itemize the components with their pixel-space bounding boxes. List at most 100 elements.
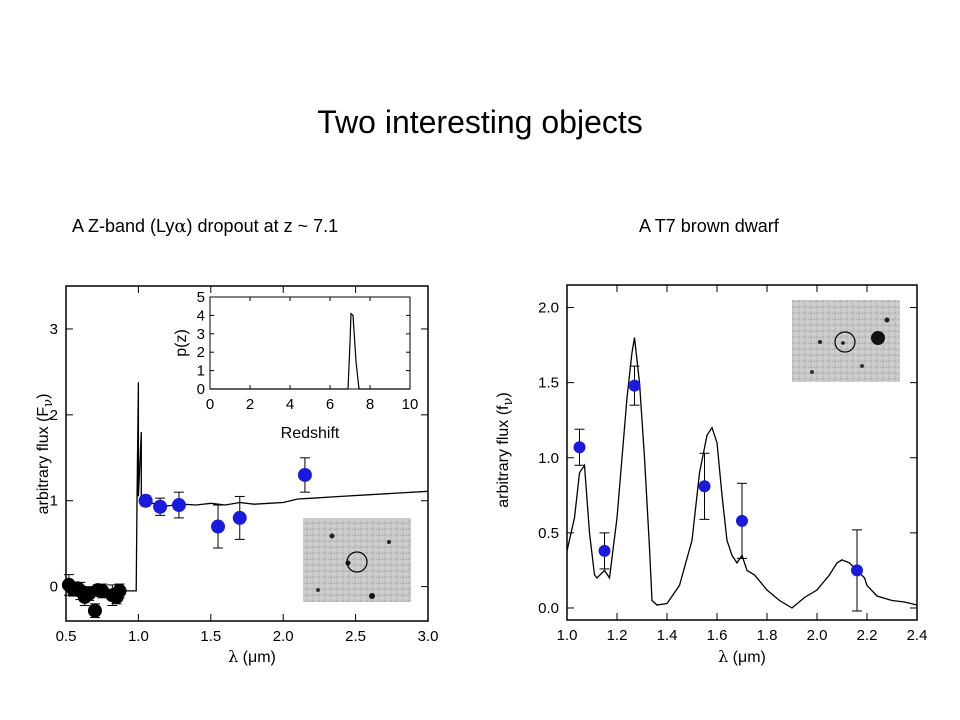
- inset-y-tick-label: 4: [197, 307, 205, 324]
- data-point: [698, 480, 711, 493]
- data-point: [211, 519, 226, 534]
- left-x-tick-label: 2.5: [345, 628, 366, 645]
- data-point: [171, 498, 186, 513]
- sky-star: [369, 593, 375, 599]
- right-x-tick-label: 1.2: [607, 627, 628, 644]
- data-point: [628, 379, 641, 392]
- sky-target-source: [841, 341, 845, 345]
- inset-y-tick-label: 5: [197, 289, 205, 306]
- left-ylabel-suffix: ): [35, 394, 52, 399]
- inset-x-tick-label: 0: [206, 396, 214, 413]
- inset-x-tick-label: 8: [366, 396, 374, 413]
- left-inset-sky-image: [303, 518, 411, 602]
- left-x-axis-label: λ (μm): [228, 647, 276, 666]
- left-xlabel-greek: λ: [228, 647, 238, 666]
- sky-star: [329, 533, 335, 539]
- sky-star: [387, 540, 391, 544]
- left-x-tick-label: 2.0: [273, 628, 294, 645]
- right-x-tick-label: 2.4: [907, 627, 928, 644]
- data-point: [297, 467, 312, 482]
- inset-x-axis-label: Redshift: [281, 425, 340, 442]
- left-caption-prefix: A Z-band (Ly: [72, 216, 175, 236]
- right-y-axis-label: arbitrary flux (fν): [495, 392, 516, 507]
- right-inset-sky-image: [792, 300, 900, 382]
- data-point: [153, 499, 168, 514]
- right-ylabel-sub: ν: [501, 397, 516, 405]
- right-y-tick-label: 1.0: [538, 450, 559, 467]
- data-point: [87, 603, 102, 618]
- data-point: [851, 564, 863, 577]
- right-data-points: [573, 365, 863, 612]
- sky-bright-star: [871, 331, 885, 345]
- right-chart-caption: A T7 brown dwarf: [639, 216, 779, 236]
- right-x-tick-label: 1.8: [757, 627, 778, 644]
- left-y-tick-label: 0: [50, 579, 58, 596]
- slide-title: Two interesting objects: [317, 104, 643, 140]
- left-data-points: [61, 457, 312, 619]
- left-x-tick-label: 3.0: [418, 628, 439, 645]
- sky-star: [818, 340, 822, 344]
- data-point: [232, 510, 247, 525]
- right-chart: 1.0 1.2 1.4 1.6 1.8 2.0 2.2 2.40.00.51.01.52.0 …: [495, 284, 927, 666]
- right-y-tick-label: 0.5: [538, 525, 559, 542]
- left-caption-greek: α: [174, 216, 187, 237]
- sky-star: [860, 364, 864, 368]
- right-y-tick-label: 2.0: [538, 300, 559, 317]
- inset-x-tick-label: 4: [286, 396, 294, 413]
- data-point: [112, 583, 127, 598]
- sky-image-background: [303, 518, 411, 602]
- right-y-tick-label: 1.5: [538, 375, 559, 392]
- right-model-spectrum-line: [566, 337, 918, 609]
- left-model-sed-line: [66, 382, 429, 592]
- target-circle-marker: [346, 551, 368, 573]
- right-x-axis-label: λ (μm): [718, 647, 766, 666]
- right-ylabel-prefix: arbitrary flux (f: [495, 405, 512, 508]
- target-circle-marker: [834, 331, 856, 353]
- right-xlabel-greek: λ: [718, 647, 728, 666]
- left-chart-caption: A Z-band (Lyα) dropout at z ~ 7.1: [72, 216, 338, 237]
- left-y-tick-label: 3: [50, 321, 58, 338]
- inset-x-tick-label: 10: [402, 396, 419, 413]
- right-xlabel-text: (μm): [728, 649, 766, 666]
- right-ylabel-suffix: ): [495, 392, 512, 397]
- left-ylabel-sub: ν: [41, 399, 56, 407]
- left-y-axis-label: arbitrary flux (Fν): [35, 394, 56, 515]
- data-point: [138, 493, 153, 508]
- sky-star: [810, 370, 814, 374]
- left-x-tick-label: 1.5: [200, 628, 221, 645]
- inset-y-tick-label: 1: [197, 363, 205, 380]
- right-x-tick-label: 1.0: [557, 627, 578, 644]
- sky-star: [884, 317, 890, 323]
- data-point: [736, 514, 748, 527]
- inset-frame: [209, 296, 411, 390]
- sky-star: [316, 588, 320, 592]
- left-xlabel-text: (μm): [238, 649, 276, 666]
- inset-y-tick-label: 3: [197, 326, 205, 343]
- left-plot-frame: [65, 285, 429, 622]
- right-y-tick-label: 0.0: [538, 600, 559, 617]
- right-plot-frame: [566, 284, 918, 621]
- left-x-tick-label: 0.5: [56, 628, 77, 645]
- right-x-tick-label: 2.0: [807, 627, 828, 644]
- right-x-tick-label: 1.6: [707, 627, 728, 644]
- data-point: [598, 544, 611, 557]
- left-caption-suffix: ) dropout at z ~ 7.1: [186, 216, 339, 236]
- data-point: [573, 441, 586, 454]
- right-x-tick-label: 2.2: [857, 627, 878, 644]
- left-x-tick-label: 1.0: [128, 628, 149, 645]
- left-y-tick-label: 1: [50, 493, 58, 510]
- inset-y-axis-label: p(z): [173, 329, 190, 357]
- left-y-tick-label: 2: [50, 407, 58, 424]
- inset-x-tick-label: 2: [246, 396, 254, 413]
- right-x-tick-label: 1.4: [657, 627, 678, 644]
- inset-y-tick-label: 2: [197, 344, 205, 361]
- inset-pz-line: [210, 312, 410, 390]
- right-axis-ticks: 1.0 1.2 1.4 1.6 1.8 2.0 2.2 2.4 0.0 0.5 1.0 1.5 2.0: [538, 285, 927, 644]
- inset-x-tick-label: 6: [326, 396, 334, 413]
- left-ylabel-prefix: arbitrary flux (F: [35, 407, 52, 515]
